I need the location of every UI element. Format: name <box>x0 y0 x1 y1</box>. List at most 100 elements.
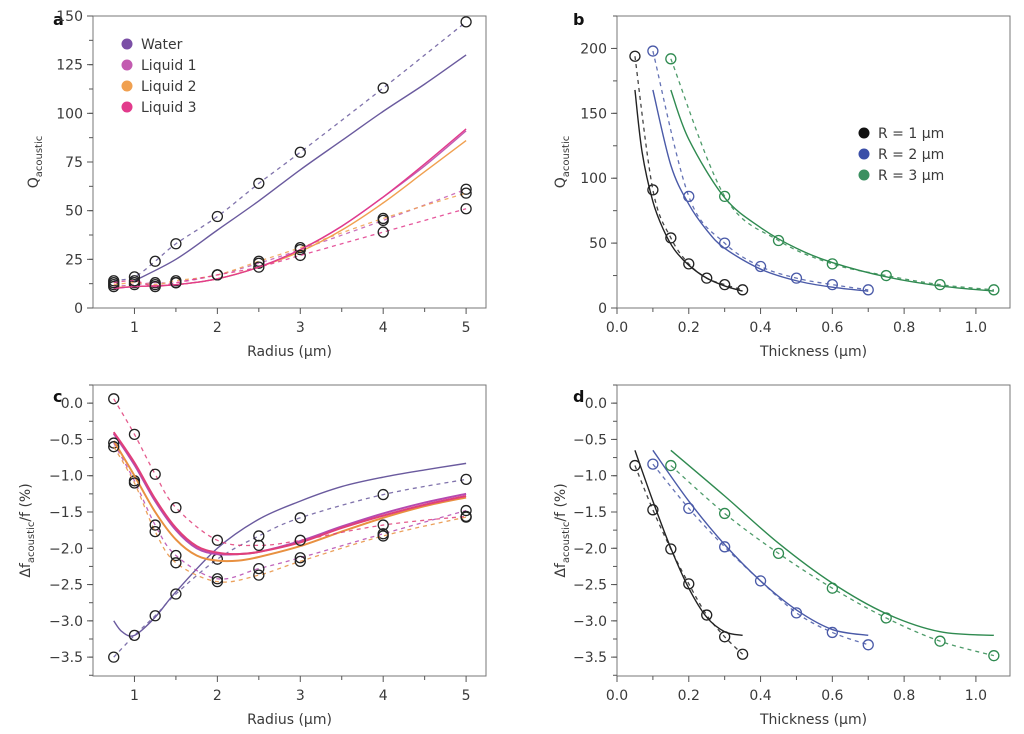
data-point <box>719 190 731 203</box>
y-tick-label: −2.5 <box>573 578 607 594</box>
x-tick-label: 0.8 <box>893 320 915 336</box>
data-point <box>719 507 731 520</box>
y-tick-label: −1.5 <box>49 505 83 521</box>
data-point <box>253 177 265 190</box>
y-label-main: Q <box>26 177 42 188</box>
x-tick-label: 1 <box>130 320 139 336</box>
legend-label: Liquid 2 <box>141 79 197 95</box>
series-liquid-3 <box>108 128 472 293</box>
data-point <box>377 82 389 94</box>
fit-line <box>112 440 467 563</box>
data-point <box>880 269 892 282</box>
legend-marker <box>858 148 870 160</box>
series-r-3-m <box>665 53 1000 296</box>
x-tick-label: 0.2 <box>678 320 700 336</box>
x-tick-label: 4 <box>379 320 388 336</box>
data-point <box>826 626 838 639</box>
data-point <box>460 16 472 28</box>
data-point <box>294 552 306 564</box>
data-point <box>377 530 389 542</box>
panel-b: b 0.0 0.2 0.4 0.6 0.8 1.0 0 50 100 150 200 Thickness… <box>553 10 1011 360</box>
y-tick-label: −3.5 <box>573 650 607 666</box>
data-point <box>826 258 838 270</box>
y-label-sub: acoustic <box>561 136 572 178</box>
data-point <box>211 576 224 588</box>
x-tick-label: 1 <box>130 688 139 704</box>
legend-label: R = 3 µm <box>878 168 944 184</box>
data-point <box>149 468 161 480</box>
data-point <box>647 504 659 516</box>
x-tick-label: 5 <box>462 688 471 704</box>
dashed-line <box>670 58 994 291</box>
x-axis-label: Radius (µm) <box>247 344 332 360</box>
data-point <box>294 249 306 262</box>
y-tick-label: −3.0 <box>573 614 607 630</box>
fit-line <box>634 89 743 292</box>
y-tick-label: −2.0 <box>49 541 83 557</box>
data-point <box>294 146 306 158</box>
y-axis-label: Qacoustic <box>26 136 45 189</box>
dashed-line <box>113 192 467 286</box>
x-tick-label: 2 <box>213 688 222 704</box>
data-point <box>128 275 141 287</box>
legend-marker <box>858 127 870 139</box>
data-point <box>647 184 659 196</box>
data-point <box>665 459 677 472</box>
data-point <box>826 582 838 594</box>
data-point <box>460 187 472 199</box>
data-point <box>253 569 265 581</box>
x-tick-label: 0.2 <box>678 688 700 704</box>
y-tick-label: 100 <box>580 171 607 187</box>
x-tick-label: 3 <box>296 320 305 336</box>
data-point <box>701 609 713 621</box>
data-point <box>294 512 306 524</box>
y-tick-label: 0 <box>598 301 607 317</box>
data-point <box>128 428 141 440</box>
data-point <box>170 238 182 250</box>
legend: Water Liquid 1 Liquid 2 Liquid 3 <box>121 37 197 116</box>
dashed-line <box>652 50 869 291</box>
data-point <box>253 255 265 267</box>
legend-label: Water <box>141 37 183 53</box>
data-point <box>170 501 182 514</box>
data-point <box>170 549 182 562</box>
series-liquid-2 <box>108 440 472 588</box>
data-point <box>211 210 224 223</box>
data-point <box>754 575 767 587</box>
data-point <box>460 183 472 195</box>
y-tick-label: −3.5 <box>49 650 83 666</box>
x-tick-label: 0.8 <box>893 688 915 704</box>
panel-label: d <box>573 387 584 406</box>
panel-label: a <box>53 10 64 29</box>
y-tick-label: 200 <box>580 41 607 57</box>
dashed-line <box>113 21 467 282</box>
data-point <box>719 631 731 643</box>
data-point <box>683 190 695 203</box>
data-point <box>862 284 874 296</box>
legend-marker <box>121 80 133 92</box>
x-tick-label: 0.4 <box>749 688 771 704</box>
dashed-line <box>670 465 995 657</box>
x-tick-label: 4 <box>379 688 388 704</box>
data-point <box>377 226 389 238</box>
series-liquid-1 <box>108 130 472 293</box>
x-tick-label: 3 <box>296 688 305 704</box>
series-r-2-m <box>647 45 874 296</box>
x-tick-label: 0.0 <box>606 688 628 704</box>
y-tick-label: 50 <box>65 204 83 220</box>
y-label-sub: acoustic <box>26 522 37 564</box>
data-point <box>719 541 731 553</box>
data-point <box>934 278 946 291</box>
dashed-line <box>634 56 743 291</box>
y-tick-label: 25 <box>65 252 83 268</box>
y-label-main: Q <box>553 177 569 188</box>
x-tick-label: 1.0 <box>965 688 987 704</box>
data-point <box>149 610 161 622</box>
y-tick-label: −1.0 <box>573 469 607 485</box>
legend-marker <box>858 169 870 181</box>
y-tick-label: −1.0 <box>49 469 83 485</box>
y-tick-label: −1.5 <box>573 505 607 521</box>
fit-line <box>112 433 467 556</box>
data-point <box>460 473 472 485</box>
